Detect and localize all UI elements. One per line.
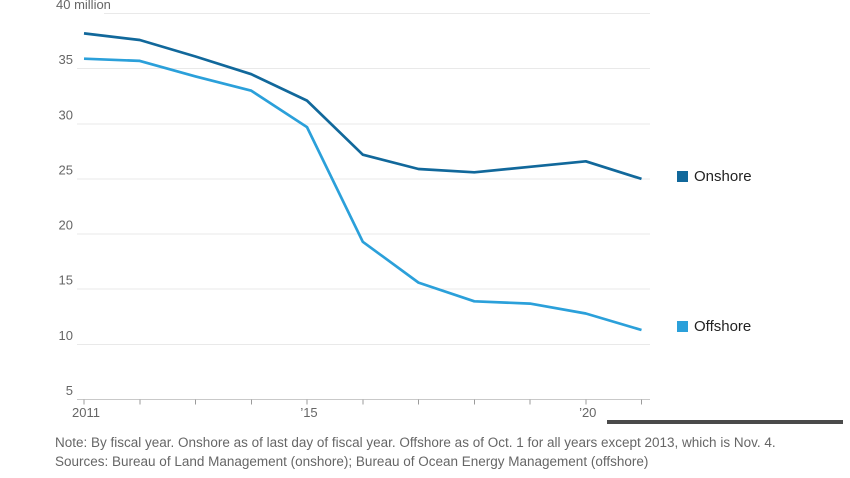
y-tick-label: 20: [59, 218, 73, 233]
x-tick-label: 2011: [72, 405, 100, 420]
line-chart: 5 10 15 20 25 30 35 40 million 2011 ’15 ’20: [56, 0, 650, 420]
y-tick-label: 35: [59, 52, 73, 67]
y-tick-label: 15: [59, 273, 73, 288]
y-tick-label: 25: [59, 162, 73, 177]
legend-item-offshore: Offshore: [677, 318, 751, 335]
x-tick-label: ’15: [300, 405, 317, 420]
legend-item-onshore: Onshore: [677, 168, 752, 185]
x-tick-label: ’20: [579, 405, 596, 420]
y-tick-label: 40 million: [56, 0, 111, 12]
divider-bar-fragment: [607, 420, 843, 424]
offshore-line: [83, 57, 642, 332]
y-tick-label: 5: [66, 383, 73, 398]
y-tick-label: 30: [59, 107, 73, 122]
onshore-swatch-icon: [677, 171, 688, 182]
note-text: Note: By fiscal year. Onshore as of last…: [55, 435, 776, 450]
chart-notes: Note: By fiscal year. Onshore as of last…: [55, 433, 815, 471]
legend-label-offshore: Offshore: [694, 318, 752, 335]
sources-text: Sources: Bureau of Land Management (onsh…: [55, 454, 649, 469]
y-tick-label: 10: [59, 328, 73, 343]
offshore-swatch-icon: [677, 321, 688, 332]
onshore-line: [83, 32, 642, 181]
legend-label-onshore: Onshore: [694, 168, 752, 185]
